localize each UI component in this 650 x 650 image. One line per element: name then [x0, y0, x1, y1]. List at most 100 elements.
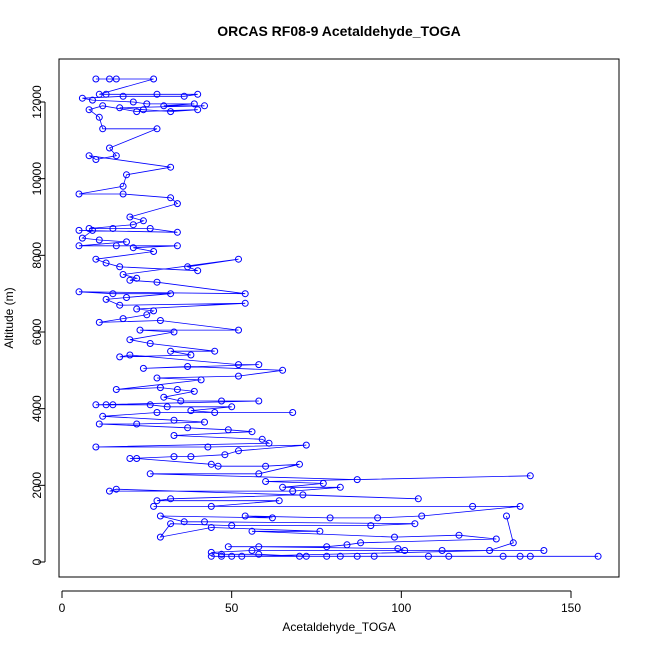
- data-point: [109, 225, 117, 232]
- data-point: [265, 439, 273, 447]
- data-point: [153, 90, 161, 98]
- data-point: [414, 495, 422, 503]
- data-point: [126, 213, 134, 221]
- data-point: [92, 401, 100, 409]
- data-point: [146, 225, 154, 232]
- data-point: [187, 453, 195, 461]
- data-point: [207, 524, 215, 531]
- data-point: [438, 547, 446, 554]
- data-point: [224, 543, 232, 551]
- data-point: [95, 420, 103, 428]
- data-point: [194, 106, 202, 114]
- data-point: [255, 470, 263, 478]
- data-point: [75, 288, 83, 296]
- data-point: [126, 455, 134, 462]
- data-point: [194, 90, 202, 98]
- data-point: [173, 228, 181, 236]
- data-point: [316, 527, 324, 535]
- data-point: [218, 552, 225, 560]
- data-point: [106, 144, 113, 152]
- data-point: [374, 514, 382, 522]
- data-point: [367, 522, 375, 530]
- data-point: [156, 512, 164, 520]
- data-point: [425, 552, 432, 560]
- data-point: [133, 305, 141, 313]
- data-point: [262, 478, 270, 485]
- data-point: [197, 376, 205, 384]
- data-point: [194, 267, 202, 275]
- data-point: [411, 520, 419, 528]
- data-point: [160, 102, 168, 110]
- data-point: [116, 301, 124, 309]
- data-point: [85, 106, 93, 114]
- y-tick-label: 12000: [30, 85, 44, 119]
- data-point: [184, 363, 192, 370]
- data-point: [319, 479, 327, 487]
- data-point: [95, 318, 103, 326]
- data-point: [296, 552, 303, 560]
- data-point: [112, 75, 120, 83]
- data-point: [106, 75, 113, 83]
- data-point: [170, 432, 178, 439]
- data-point: [248, 428, 256, 436]
- data-point: [204, 443, 212, 451]
- data-point: [302, 552, 310, 560]
- data-point: [126, 351, 134, 359]
- data-point: [95, 236, 103, 244]
- data-point: [235, 361, 242, 369]
- data-point: [255, 550, 263, 558]
- data-point: [211, 409, 219, 416]
- data-point: [401, 547, 409, 554]
- data-point: [228, 522, 236, 530]
- data-point: [143, 311, 151, 319]
- data-point: [353, 476, 361, 484]
- data-point: [102, 259, 110, 267]
- x-axis: 0 50 100 150: [59, 590, 581, 615]
- data-point: [75, 242, 83, 250]
- data-point: [102, 90, 110, 98]
- data-point: [126, 276, 134, 284]
- data-point: [119, 271, 127, 278]
- chart-title: ORCAS RF08-9 Acetaldehyde_TOGA: [217, 23, 461, 39]
- data-point: [156, 533, 164, 541]
- data-point: [302, 441, 310, 449]
- data-point: [418, 512, 426, 520]
- data-point: [75, 226, 83, 234]
- data-point: [139, 364, 147, 372]
- data-point: [526, 472, 534, 480]
- data-point: [255, 361, 263, 369]
- data-point: [153, 125, 161, 133]
- data-point: [156, 384, 164, 392]
- data-point: [167, 194, 175, 202]
- data-point: [89, 96, 96, 104]
- data-point: [184, 263, 192, 271]
- data-point: [167, 520, 175, 528]
- data-point: [167, 347, 175, 355]
- data-point: [455, 531, 463, 539]
- data-point: [150, 248, 158, 255]
- data-point: [129, 221, 137, 229]
- data-point: [75, 190, 83, 198]
- data-point: [89, 226, 96, 234]
- data-point: [170, 328, 178, 336]
- data-point: [214, 462, 222, 470]
- x-tick-label: 50: [225, 601, 239, 615]
- data-point: [150, 307, 158, 315]
- data-point: [258, 435, 266, 443]
- data-point: [146, 470, 154, 478]
- y-tick-label: 0: [30, 558, 44, 565]
- data-point: [150, 75, 158, 83]
- data-point: [106, 487, 113, 495]
- data-point: [167, 108, 175, 116]
- data-point: [268, 514, 276, 522]
- data-point: [102, 401, 110, 409]
- data-point: [394, 545, 402, 553]
- data-point: [160, 393, 168, 401]
- x-tick-label: 150: [561, 601, 581, 615]
- data-point: [207, 548, 215, 556]
- data-point: [112, 386, 120, 393]
- data-point: [445, 552, 453, 560]
- data-point: [112, 485, 120, 493]
- data-point: [353, 552, 361, 560]
- data-point: [357, 539, 365, 547]
